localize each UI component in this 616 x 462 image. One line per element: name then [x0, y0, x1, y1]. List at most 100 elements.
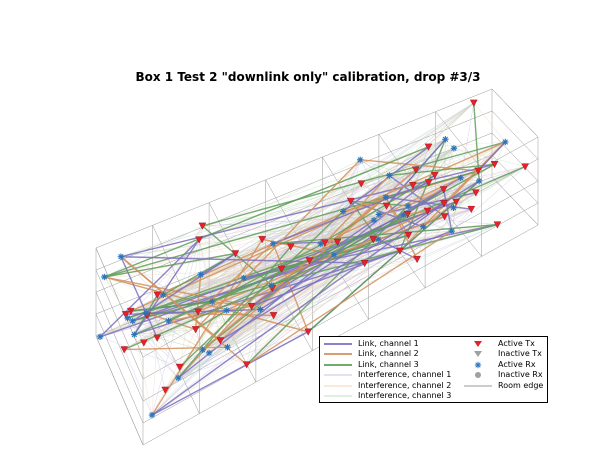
active-tx-marker	[424, 179, 433, 187]
active-rx-marker	[269, 240, 277, 247]
active-rx-marker	[205, 349, 213, 357]
active-tx-marker	[404, 232, 413, 240]
active-rx-marker	[197, 271, 204, 278]
legend-label: Inactive Tx	[498, 349, 542, 359]
link-line	[177, 246, 292, 379]
interference-line	[451, 166, 526, 232]
interference-line	[208, 250, 401, 354]
room-edge	[95, 313, 144, 424]
active-rx-marker	[165, 317, 172, 325]
active-tx-markers	[120, 99, 529, 394]
link-line	[133, 239, 200, 335]
active-rx-marker	[357, 156, 364, 164]
link-line	[104, 252, 236, 278]
link-line	[246, 205, 409, 366]
active-tx-marker	[413, 255, 421, 264]
legend-label: Link, channel 2	[358, 349, 419, 359]
link-line	[104, 146, 429, 278]
link-line	[442, 189, 453, 232]
active-tx-marker	[333, 238, 342, 246]
room-edge	[95, 88, 493, 249]
active-tx-marker	[191, 326, 200, 334]
interference-line	[428, 141, 506, 148]
link-line	[120, 256, 221, 342]
active-tx-marker	[382, 202, 391, 210]
link-line	[195, 159, 361, 330]
interference-line	[198, 159, 361, 240]
interference-line	[246, 226, 424, 365]
interference-line	[151, 337, 158, 416]
active-rx-marker	[442, 136, 449, 143]
active-tx-marker	[346, 197, 355, 206]
interference-line	[130, 311, 153, 416]
interference-line	[120, 256, 158, 296]
active-rx-marker	[370, 216, 378, 224]
interference-line	[127, 317, 247, 365]
link-line	[99, 239, 200, 338]
interference-line	[104, 268, 282, 278]
link-line	[333, 213, 408, 256]
interference-line	[227, 253, 236, 348]
interference-line	[212, 170, 479, 302]
active-rx-marker	[374, 236, 382, 243]
legend-label: Room edge	[498, 380, 544, 390]
active-tx-marker	[490, 161, 499, 169]
room-edge	[491, 88, 539, 138]
active-tx-marker	[360, 260, 369, 268]
room-edge	[491, 154, 539, 204]
active-rx-marker	[257, 306, 264, 313]
active-tx-marker	[195, 236, 203, 244]
active-tx-marker	[474, 167, 483, 175]
link-line	[407, 188, 444, 207]
active-rx-marker	[160, 291, 167, 298]
interference-line	[451, 209, 472, 232]
active-rx-marker	[375, 211, 383, 218]
room-edge	[142, 224, 539, 446]
link-line	[202, 141, 506, 227]
active-rx-marker	[208, 298, 216, 305]
interference-line	[494, 141, 506, 165]
active-tx-marker	[242, 361, 251, 369]
room-edge	[491, 176, 539, 226]
active-tx-marker	[153, 334, 162, 342]
room-edge	[95, 291, 144, 402]
active-rx-marker	[382, 194, 389, 201]
active-tx-marker	[258, 236, 267, 244]
active-rx-marker	[199, 346, 206, 354]
active-rx-marker	[131, 331, 138, 338]
active-tx-marker	[175, 363, 184, 371]
interference-line	[178, 250, 401, 379]
active-rx-marker	[124, 314, 131, 322]
legend-label: Interference, channel 3	[358, 391, 452, 400]
active-tx-marker	[269, 312, 278, 320]
link-line	[212, 301, 252, 307]
interference-line	[227, 224, 498, 348]
room-edge	[95, 335, 144, 446]
room-edge	[95, 110, 493, 271]
legend-label: Inactive Rx	[498, 370, 543, 380]
legend-swatch	[474, 361, 482, 368]
link-line	[120, 163, 495, 258]
active-tx-marker	[452, 198, 460, 206]
interference-line	[146, 315, 203, 351]
legend-label: Interference, channel 2	[358, 380, 452, 390]
link-line	[324, 177, 462, 244]
active-tx-marker	[231, 250, 240, 258]
room-edge	[95, 269, 144, 380]
active-tx-marker	[121, 311, 130, 319]
interference-line	[178, 201, 457, 379]
link-line	[324, 174, 390, 244]
interference-line	[99, 336, 180, 368]
link-line	[246, 230, 453, 366]
active-tx-marker	[305, 257, 314, 265]
active-tx-marker	[440, 200, 448, 208]
active-tx-marker	[408, 182, 417, 190]
link-line	[333, 234, 409, 256]
legend-swatch	[324, 363, 352, 366]
active-tx-marker	[277, 265, 286, 273]
link-line	[320, 174, 436, 245]
legend-label: Link, channel 1	[358, 339, 419, 348]
legend-swatch	[324, 395, 352, 397]
active-tx-marker	[439, 186, 448, 194]
